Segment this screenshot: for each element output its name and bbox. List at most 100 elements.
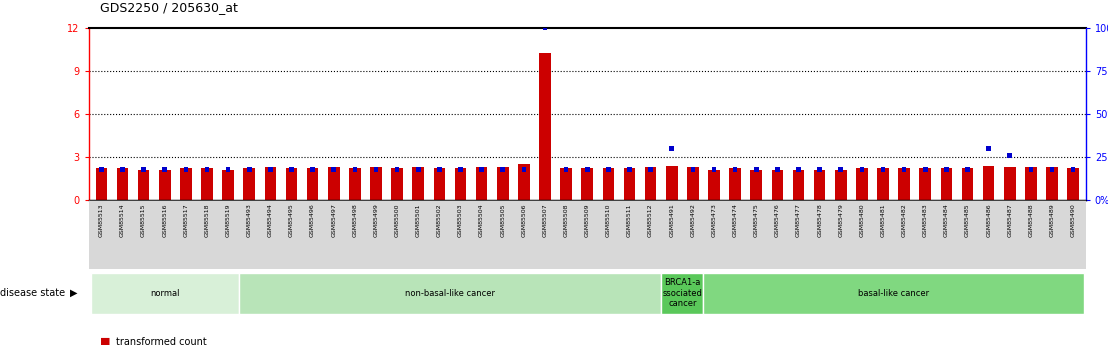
Text: GSM85505: GSM85505 xyxy=(500,204,505,237)
Bar xyxy=(606,167,611,171)
Bar xyxy=(205,167,209,171)
Text: GSM85510: GSM85510 xyxy=(606,204,611,237)
Bar xyxy=(899,168,910,200)
Text: GSM85481: GSM85481 xyxy=(881,204,885,237)
Text: GSM85477: GSM85477 xyxy=(796,204,801,237)
Bar xyxy=(179,168,192,200)
Bar xyxy=(941,168,952,200)
Bar xyxy=(603,168,614,200)
Bar xyxy=(540,53,551,200)
Bar xyxy=(238,273,661,314)
Bar xyxy=(184,167,188,171)
Bar xyxy=(158,170,171,200)
Bar xyxy=(1007,153,1012,158)
Text: GSM85476: GSM85476 xyxy=(774,204,780,237)
Bar xyxy=(661,273,704,314)
Text: GSM85483: GSM85483 xyxy=(923,204,927,237)
Text: ▶: ▶ xyxy=(70,288,78,298)
Bar xyxy=(729,168,741,200)
Bar xyxy=(352,167,357,171)
Bar xyxy=(818,167,822,171)
Text: GSM85497: GSM85497 xyxy=(331,204,336,237)
Text: GSM85507: GSM85507 xyxy=(543,204,547,237)
Text: GSM85487: GSM85487 xyxy=(1007,204,1013,237)
Bar xyxy=(711,167,717,171)
Bar xyxy=(247,167,252,171)
Text: GSM85489: GSM85489 xyxy=(1049,204,1055,237)
Bar xyxy=(585,167,589,171)
Text: GSM85518: GSM85518 xyxy=(205,204,209,237)
Text: GSM85475: GSM85475 xyxy=(753,204,759,237)
Text: normal: normal xyxy=(150,289,179,298)
Bar xyxy=(944,167,948,171)
Bar xyxy=(349,168,360,200)
Bar xyxy=(771,170,783,200)
Bar xyxy=(519,164,530,200)
Bar xyxy=(394,167,399,171)
Bar xyxy=(856,168,868,200)
Bar xyxy=(268,167,273,171)
Bar xyxy=(983,166,995,200)
Bar xyxy=(627,167,632,171)
Text: GSM85511: GSM85511 xyxy=(627,204,632,237)
Bar xyxy=(89,200,1086,269)
Bar xyxy=(1025,167,1037,200)
Text: GSM85508: GSM85508 xyxy=(564,204,568,237)
Text: GSM85490: GSM85490 xyxy=(1070,204,1076,237)
Text: GSM85515: GSM85515 xyxy=(141,204,146,237)
Text: disease state: disease state xyxy=(0,288,65,298)
Bar xyxy=(582,168,593,200)
Text: GSM85491: GSM85491 xyxy=(669,204,675,237)
Bar xyxy=(120,167,125,171)
Bar xyxy=(986,146,991,151)
Bar xyxy=(391,168,403,200)
Bar xyxy=(750,170,762,200)
Bar xyxy=(496,167,509,200)
Bar xyxy=(141,167,146,171)
Bar xyxy=(522,167,526,171)
Bar xyxy=(860,167,864,171)
Bar xyxy=(648,167,653,171)
Text: GSM85502: GSM85502 xyxy=(437,204,442,237)
Bar xyxy=(920,168,931,200)
Bar xyxy=(480,167,484,171)
Bar xyxy=(265,167,276,200)
Bar xyxy=(776,167,780,171)
Text: GSM85488: GSM85488 xyxy=(1028,204,1034,237)
Bar xyxy=(433,168,445,200)
Bar xyxy=(1067,168,1079,200)
Text: GSM85495: GSM85495 xyxy=(289,204,294,237)
Text: GSM85519: GSM85519 xyxy=(226,204,230,237)
Bar xyxy=(437,167,442,171)
Text: GSM85486: GSM85486 xyxy=(986,204,992,237)
Bar xyxy=(704,273,1084,314)
Bar xyxy=(202,168,213,200)
Bar xyxy=(458,167,463,171)
Bar xyxy=(331,167,336,171)
Bar xyxy=(923,167,927,171)
Bar xyxy=(289,167,294,171)
Bar xyxy=(244,168,255,200)
Text: GDS2250 / 205630_at: GDS2250 / 205630_at xyxy=(100,1,237,14)
Bar xyxy=(543,25,547,30)
Text: GSM85499: GSM85499 xyxy=(373,204,379,237)
Text: GSM85516: GSM85516 xyxy=(162,204,167,237)
Bar xyxy=(416,167,421,171)
Text: ■: ■ xyxy=(100,337,110,345)
Text: GSM85473: GSM85473 xyxy=(711,204,717,237)
Bar xyxy=(732,167,738,171)
Text: GSM85484: GSM85484 xyxy=(944,204,948,237)
Text: GSM85479: GSM85479 xyxy=(839,204,843,237)
Bar xyxy=(454,168,466,200)
Bar xyxy=(137,170,150,200)
Bar xyxy=(881,167,885,171)
Text: GSM85494: GSM85494 xyxy=(268,204,273,237)
Bar xyxy=(95,168,107,200)
Text: GSM85504: GSM85504 xyxy=(479,204,484,237)
Bar xyxy=(561,168,572,200)
Bar xyxy=(835,170,847,200)
Text: GSM85485: GSM85485 xyxy=(965,204,970,237)
Bar xyxy=(91,273,238,314)
Bar xyxy=(564,167,568,171)
Bar xyxy=(116,168,129,200)
